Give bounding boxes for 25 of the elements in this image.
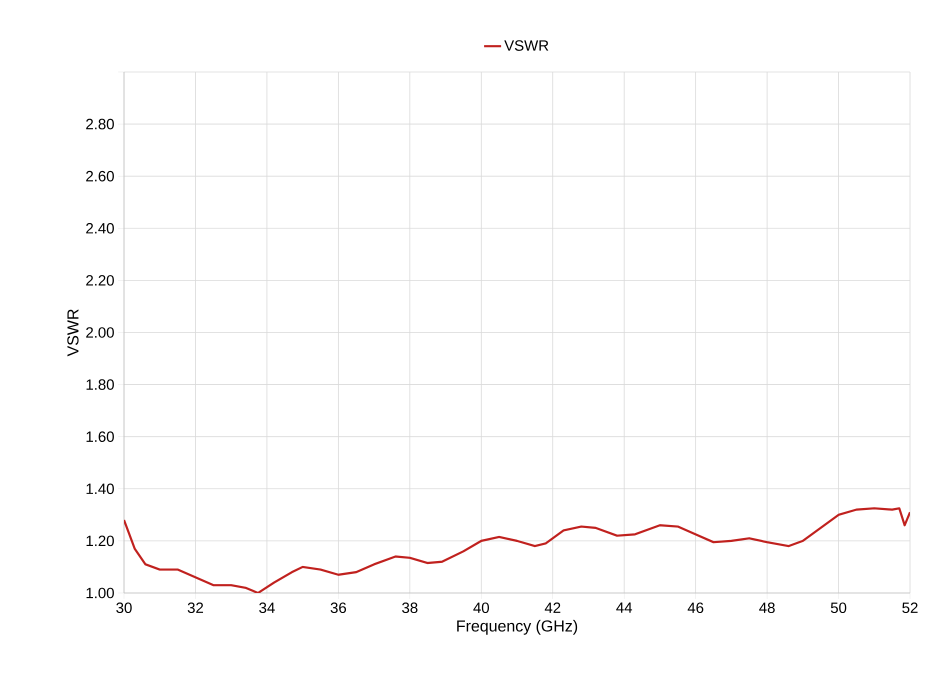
- x-tick-label: 50: [830, 602, 846, 614]
- x-tick-label: 36: [330, 602, 346, 614]
- x-tick-label: 34: [259, 602, 275, 614]
- x-tick-label: 52: [902, 602, 918, 614]
- y-tick-label: 2.20: [86, 275, 114, 286]
- x-tick-label: 32: [188, 602, 204, 614]
- x-tick-label: 46: [688, 602, 704, 614]
- y-tick-label: 1.60: [86, 431, 114, 442]
- x-tick-label: 40: [473, 602, 489, 614]
- x-tick-label: 38: [402, 602, 418, 614]
- x-axis-title: Frequency (GHz): [457, 620, 578, 635]
- y-tick-label: 1.40: [86, 483, 114, 494]
- x-tick-label: 48: [759, 602, 775, 614]
- legend-label: VSWR: [504, 40, 548, 51]
- x-tick-label: 30: [116, 602, 132, 614]
- x-tick-label: 44: [616, 602, 632, 613]
- y-tick-label: 2.80: [86, 118, 114, 130]
- y-tick-label: 2.40: [86, 222, 114, 234]
- y-tick-label: 1.20: [86, 536, 114, 546]
- y-tick-label: 2.00: [86, 327, 114, 338]
- y-tick-label: 1.00: [86, 588, 114, 598]
- y-tick-label: 1.80: [86, 379, 114, 390]
- x-tick-label: 42: [544, 602, 560, 613]
- y-axis-title: VSWR: [67, 309, 79, 356]
- y-tick-label: 2.60: [86, 170, 114, 182]
